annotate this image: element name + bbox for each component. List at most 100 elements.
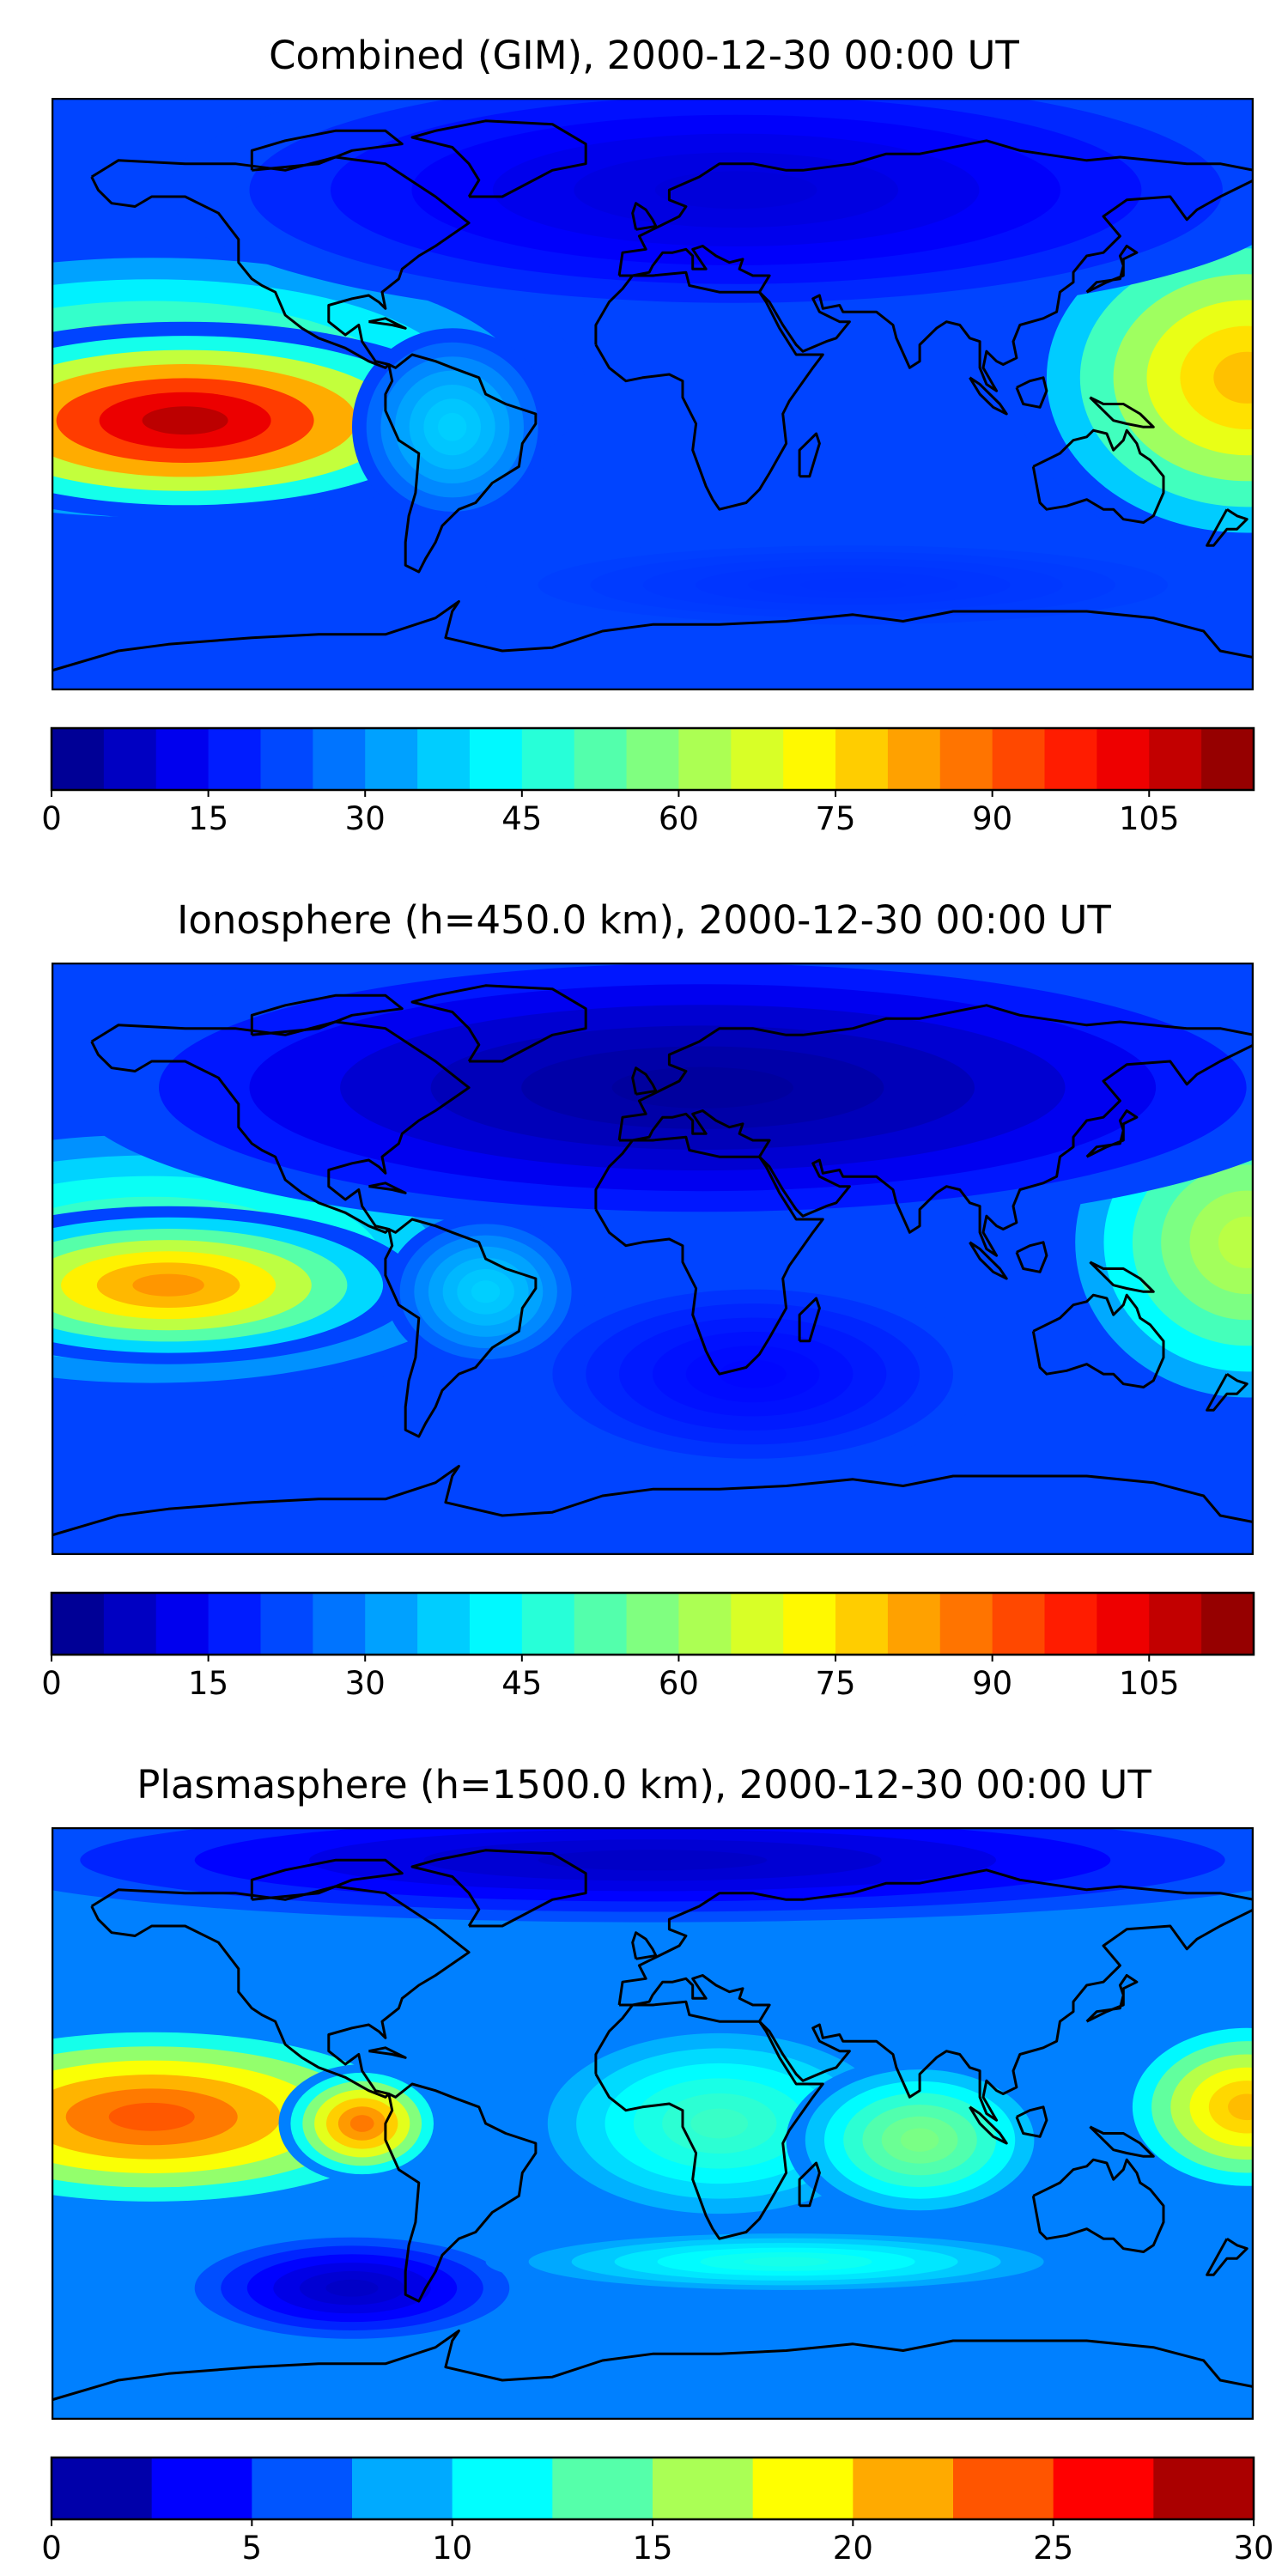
plasmasphere-coastline-1 xyxy=(384,2082,538,2303)
plasmasphere-colorbar-tick-label: 5 xyxy=(242,2530,263,2567)
combined-colorbar-segment xyxy=(678,728,732,790)
ionosphere-colorbar-tick-label: 60 xyxy=(659,1665,699,1702)
combined-coastline-9 xyxy=(1085,245,1139,294)
ionosphere-coastline-12 xyxy=(1089,1261,1155,1293)
ionosphere-colorbar-tick-label: 105 xyxy=(1119,1665,1180,1702)
plasmasphere-colorbar-segment xyxy=(352,2458,453,2519)
combined-coastline-12 xyxy=(1089,396,1155,428)
combined-colorbar-segment xyxy=(1201,728,1255,790)
plasmasphere-map-frame xyxy=(52,1827,1254,2420)
ionosphere-colorbar-tick-label: 45 xyxy=(501,1665,542,1702)
combined-colorbar-segment xyxy=(887,728,941,790)
combined-colorbar-frame xyxy=(50,726,1255,792)
ionosphere-coastline-1 xyxy=(384,1218,538,1438)
ionosphere-colorbar-segment xyxy=(313,1593,366,1655)
plasmasphere-colorbar: 0 5 10 15 20 25 30 xyxy=(41,2456,1274,2567)
combined-colorbar-segment xyxy=(731,728,784,790)
ionosphere-coastline-6 xyxy=(52,1465,1254,1537)
plasmasphere-coastline-7 xyxy=(410,1849,587,1928)
panel-2-title: Ionosphere (h=450.0 km), 2000-12-30 00:0… xyxy=(177,897,1111,943)
ionosphere-coastline-7 xyxy=(410,984,587,1063)
ionosphere-colorbar-segment xyxy=(992,1593,1046,1655)
ionosphere-colorbar-segment xyxy=(1201,1593,1255,1655)
plasmasphere-coastline-14 xyxy=(1206,2237,1249,2276)
combined-gim-colorbar: 0 15 30 45 60 75 90 105 xyxy=(41,726,1255,837)
ionosphere-colorbar-segment xyxy=(521,1593,575,1655)
plasmasphere-colorbar-segment xyxy=(853,2458,954,2519)
combined-colorbar-segment xyxy=(992,728,1046,790)
combined-coastline-2 xyxy=(594,270,824,511)
combined-colorbar-segment xyxy=(260,728,313,790)
combined-colorbar-segment xyxy=(574,728,628,790)
plasmasphere-coastline-2 xyxy=(594,2000,824,2240)
ionosphere-colorbar-segment xyxy=(939,1593,993,1655)
ionosphere-coastline-13 xyxy=(798,1297,821,1343)
combined-contour-1-6 xyxy=(142,406,228,435)
combined-colorbar-segment xyxy=(626,728,680,790)
plasmasphere-colorbar-tick-label: 25 xyxy=(1033,2530,1073,2567)
ionosphere-coastline-16 xyxy=(250,993,404,1036)
ionosphere-colorbar-tick-label: 90 xyxy=(972,1665,1012,1702)
ionosphere-contour-2-6 xyxy=(1218,1216,1254,1268)
combined-colorbar-tick-label: 105 xyxy=(1119,800,1180,837)
ionosphere-colorbar-segment xyxy=(469,1593,523,1655)
plasmasphere-coastline-10 xyxy=(969,2105,1008,2145)
combined-map-frame xyxy=(52,98,1254,690)
plasmasphere-coastline-6 xyxy=(52,2330,1254,2402)
plasmasphere-contour-3-6 xyxy=(349,2115,374,2132)
ionosphere-coastline-11 xyxy=(1015,1241,1048,1273)
plasmasphere-coastline-8 xyxy=(631,1931,658,1960)
combined-colorbar-segment xyxy=(365,728,418,790)
plasmasphere-colorbar-segment xyxy=(653,2458,754,2519)
combined-colorbar-segment xyxy=(521,728,575,790)
plasmasphere-colorbar-segment xyxy=(151,2458,252,2519)
combined-coastline-1 xyxy=(384,353,538,574)
plasmasphere-coastline-0 xyxy=(90,1885,471,2099)
combined-coastline-16 xyxy=(250,129,404,172)
ionosphere-colorbar-segment xyxy=(835,1593,889,1655)
plasmasphere-coastline-3 xyxy=(617,1868,1254,2006)
combined-colorbar-segment xyxy=(1097,728,1150,790)
ionosphere-coastline-4 xyxy=(619,1043,1254,1257)
plasmasphere-coastline-9 xyxy=(1085,1974,1139,2023)
combined-coastline-15 xyxy=(368,317,407,330)
ionosphere-contour-4-6 xyxy=(719,1359,787,1388)
ionosphere-colorbar-segment xyxy=(208,1593,262,1655)
plasmasphere-coastline-11 xyxy=(1015,2105,1048,2138)
ionosphere-coastline-3 xyxy=(617,1004,1254,1141)
ionosphere-map-frame xyxy=(52,963,1254,1555)
ionosphere-colorbar-segment xyxy=(417,1593,471,1655)
ionosphere-colorbar-segment xyxy=(1149,1593,1202,1655)
combined-coastline-11 xyxy=(1015,376,1048,409)
ionosphere-colorbar-segment xyxy=(1097,1593,1150,1655)
combined-colorbar-tick-label: 0 xyxy=(41,800,62,837)
ionosphere-contour-5-6 xyxy=(471,1280,501,1303)
combined-colorbar-segment xyxy=(1149,728,1202,790)
plasmasphere-coastline-5 xyxy=(1031,2158,1165,2253)
plasmasphere-contour-6-6 xyxy=(900,2128,939,2152)
combined-colorbar-segment xyxy=(155,728,210,790)
combined-colorbar-tick-label: 15 xyxy=(188,800,228,837)
combined-colorbar-segment xyxy=(835,728,889,790)
combined-coastline-8 xyxy=(631,202,658,231)
combined-colorbar-segment xyxy=(417,728,471,790)
combined-colorbar-segment xyxy=(939,728,993,790)
plasmasphere-colorbar-tick-label: 0 xyxy=(41,2530,62,2567)
plasmasphere-contour-5-6 xyxy=(690,2108,749,2139)
ionosphere-colorbar: 0 15 30 45 60 75 90 105 xyxy=(41,1591,1255,1702)
plasmasphere-colorbar-tick-label: 30 xyxy=(1233,2530,1273,2567)
combined-colorbar-segment xyxy=(313,728,366,790)
ionosphere-colorbar-segment xyxy=(574,1593,628,1655)
plasmasphere-colorbar-tick-label: 20 xyxy=(833,2530,873,2567)
combined-coastline-5 xyxy=(1031,428,1165,524)
ionosphere-colorbar-tick-label: 15 xyxy=(188,1665,228,1702)
ionosphere-contour-1-6 xyxy=(132,1273,204,1297)
ionosphere-coastline-8 xyxy=(631,1066,658,1096)
panel-1-title: Combined (GIM), 2000-12-30 00:00 UT xyxy=(269,33,1019,78)
combined-colorbar-segment xyxy=(103,728,157,790)
combined-colorbar-tick-label: 30 xyxy=(345,800,386,837)
combined-colorbar-segment xyxy=(52,728,105,790)
plasmasphere-colorbar-segment xyxy=(552,2458,653,2519)
ionosphere-coastline-10 xyxy=(969,1241,1008,1280)
combined-coastline-6 xyxy=(52,600,1254,672)
